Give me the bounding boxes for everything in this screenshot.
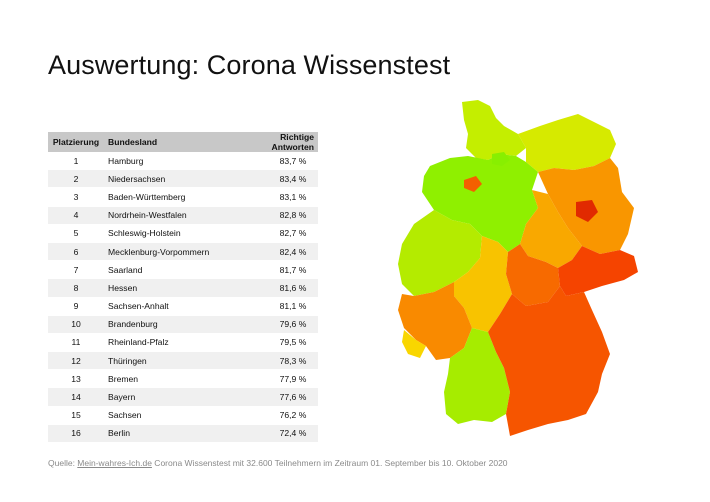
rank-cell: 15 [48, 406, 104, 425]
table-row: 8 Hessen 81,6 % [48, 278, 318, 298]
source-note: Quelle: Mein-wahres-Ich.de Corona Wissen… [48, 458, 508, 468]
map-region-rheinland-pfalz [398, 282, 472, 360]
table-row: 6 Mecklenburg-Vorpommern 82,4 % [48, 242, 318, 262]
value-cell: 76,2 % [232, 406, 318, 425]
state-cell: Schleswig-Holstein [104, 224, 232, 243]
value-cell: 83,1 % [232, 187, 318, 207]
table-row: 7 Saarland 81,7 % [48, 260, 318, 280]
state-cell: Berlin [104, 424, 232, 444]
ranking-table: Platzierung Bundesland Richtige Antworte… [48, 132, 318, 444]
table-body: 1 Hamburg 83,7 % 2 Niedersachsen 83,4 % 3 Baden… [48, 152, 318, 444]
value-cell: 81,6 % [232, 278, 318, 298]
rank-cell: 14 [48, 387, 104, 407]
value-cell: 78,3 % [232, 351, 318, 371]
state-cell: Rheinland-Pfalz [104, 333, 232, 353]
column-header-state: Bundesland [104, 132, 232, 152]
table-row: 16 Berlin 72,4 % [48, 424, 318, 444]
state-cell: Thüringen [104, 351, 232, 371]
table-row: 12 Thüringen 78,3 % [48, 351, 318, 371]
table-row: 14 Bayern 77,6 % [48, 387, 318, 407]
value-cell: 72,4 % [232, 424, 318, 444]
map-region-bayern [488, 286, 610, 436]
map-region-sachsen-anhalt [520, 190, 582, 268]
column-header-value: Richtige Antworten [232, 132, 318, 152]
value-cell: 79,6 % [232, 315, 318, 334]
state-cell: Bremen [104, 369, 232, 389]
value-cell: 82,8 % [232, 206, 318, 225]
rank-cell: 16 [48, 424, 104, 444]
rank-cell: 8 [48, 278, 104, 298]
table-row: 5 Schleswig-Holstein 82,7 % [48, 224, 318, 243]
map-region-nordrhein-westfalen [398, 210, 482, 296]
map-region-niedersachsen [422, 154, 538, 252]
map-region-hessen [454, 236, 512, 332]
value-cell: 77,9 % [232, 369, 318, 389]
rank-cell: 7 [48, 260, 104, 280]
rank-cell: 9 [48, 297, 104, 316]
map-region-sachsen [558, 246, 638, 296]
state-cell: Hessen [104, 278, 232, 298]
table-row: 9 Sachsen-Anhalt 81,1 % [48, 297, 318, 316]
rank-cell: 13 [48, 369, 104, 389]
state-cell: Nordrhein-Westfalen [104, 206, 232, 225]
value-cell: 79,5 % [232, 333, 318, 353]
germany-map [398, 100, 638, 436]
value-cell: 83,7 % [232, 152, 318, 171]
table-row: 2 Niedersachsen 83,4 % [48, 169, 318, 189]
map-region-hamburg [492, 152, 510, 166]
state-cell: Mecklenburg-Vorpommern [104, 242, 232, 262]
table-row: 15 Sachsen 76,2 % [48, 406, 318, 425]
rank-cell: 2 [48, 169, 104, 189]
source-prefix: Quelle: [48, 458, 78, 468]
value-cell: 82,4 % [232, 242, 318, 262]
table-row: 13 Bremen 77,9 % [48, 369, 318, 389]
rank-cell: 10 [48, 315, 104, 334]
page-title: Auswertung: Corona Wissenstest [48, 50, 451, 80]
column-header-rank: Platzierung [48, 132, 104, 152]
state-cell: Niedersachsen [104, 169, 232, 189]
rank-cell: 11 [48, 333, 104, 353]
rank-cell: 3 [48, 187, 104, 207]
map-region-schleswig-holstein [462, 100, 526, 160]
source-text: Corona Wissenstest mit 32.600 Teilnehmer… [151, 458, 508, 468]
table-row: 4 Nordrhein-Westfalen 82,8 % [48, 206, 318, 225]
state-cell: Sachsen [104, 406, 232, 425]
state-cell: Bayern [104, 387, 232, 407]
map-region-baden-wuerttemberg [444, 328, 510, 424]
source-link[interactable]: Mein-wahres-Ich.de [77, 458, 152, 468]
state-cell: Brandenburg [104, 315, 232, 334]
map-region-thueringen [506, 244, 560, 306]
rank-cell: 4 [48, 206, 104, 225]
value-cell: 82,7 % [232, 224, 318, 243]
table-row: 10 Brandenburg 79,6 % [48, 315, 318, 334]
state-cell: Baden-Württemberg [104, 187, 232, 207]
map-region-mecklenburg-vorpommern [518, 114, 616, 172]
rank-cell: 12 [48, 351, 104, 371]
state-cell: Saarland [104, 260, 232, 280]
state-cell: Sachsen-Anhalt [104, 297, 232, 316]
value-cell: 81,7 % [232, 260, 318, 280]
map-region-saarland [402, 330, 426, 358]
state-cell: Hamburg [104, 152, 232, 171]
table-row: 11 Rheinland-Pfalz 79,5 % [48, 333, 318, 353]
table-header-row: Platzierung Bundesland Richtige Antworte… [48, 132, 318, 152]
value-cell: 77,6 % [232, 387, 318, 407]
rank-cell: 5 [48, 224, 104, 243]
rank-cell: 1 [48, 152, 104, 171]
map-region-bremen [464, 176, 482, 192]
table-row: 1 Hamburg 83,7 % [48, 152, 318, 171]
table-row: 3 Baden-Württemberg 83,1 % [48, 187, 318, 207]
map-region-berlin [576, 200, 598, 222]
value-cell: 81,1 % [232, 297, 318, 316]
value-cell: 83,4 % [232, 169, 318, 189]
rank-cell: 6 [48, 242, 104, 262]
